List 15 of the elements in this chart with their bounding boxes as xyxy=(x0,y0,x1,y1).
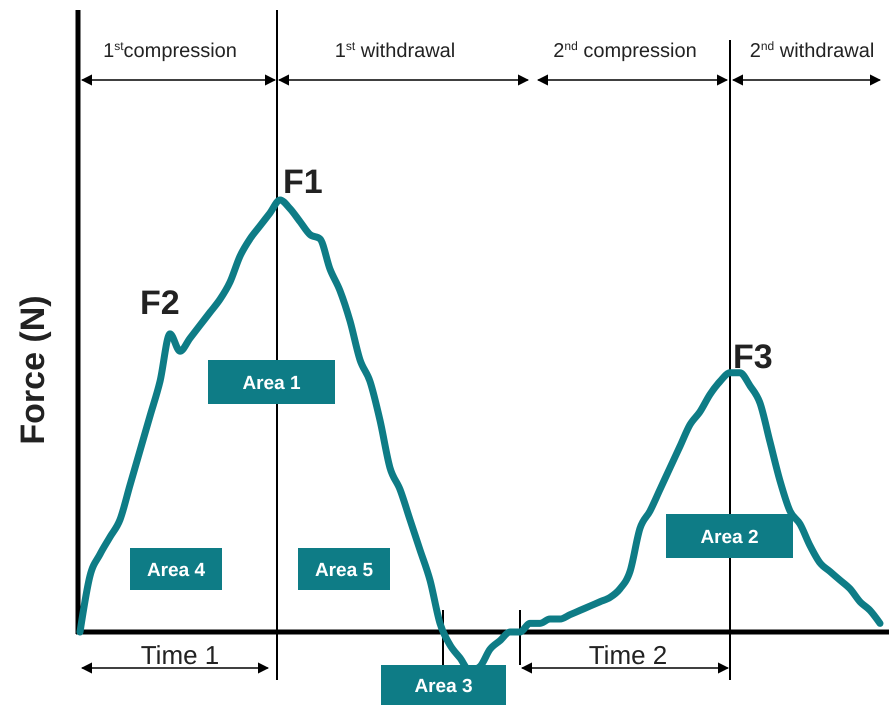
annotation: F3 xyxy=(733,338,773,376)
annotation: Time 1 xyxy=(140,640,220,670)
annotation: Area 5 xyxy=(314,560,374,581)
text: 1$^{st}$compression xyxy=(103,39,237,62)
text: 2$^{nd}$ withdrawal xyxy=(750,39,874,62)
annotation: Area 1 xyxy=(242,373,301,394)
annotation: F2 xyxy=(140,284,180,322)
annotation: Area 4 xyxy=(146,560,206,581)
text: 2$^{nd}$ compression xyxy=(553,39,697,62)
annotation: F1 xyxy=(283,163,323,201)
text: 1$^{st}$ withdrawal xyxy=(334,39,456,62)
y-axis-title: Force (N) xyxy=(14,295,52,445)
annotation: Area 2 xyxy=(700,527,759,548)
text: Area 3 xyxy=(414,676,473,697)
annotation: Time 2 xyxy=(588,640,668,670)
